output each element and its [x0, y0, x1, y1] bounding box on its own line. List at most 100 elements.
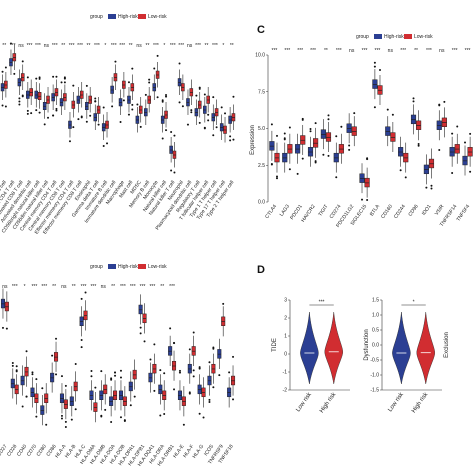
box-low-6-outlier: [55, 107, 58, 110]
box-high-3-outlier: [26, 76, 29, 79]
box-low-19-outlier: [192, 375, 195, 378]
box-low-9-outlier: [94, 386, 97, 389]
significance-label: ***: [90, 284, 96, 290]
box-high-19-outlier: [188, 348, 191, 351]
box-low-15-outlier: [131, 67, 134, 70]
box-low-0-outlier: [275, 134, 278, 137]
box-high-10-outlier: [100, 414, 103, 417]
box-high-12-outlier: [425, 186, 428, 189]
box-low-5-outlier: [340, 125, 343, 128]
box-low-15-outlier: [469, 132, 472, 135]
box-low-0-outlier: [275, 175, 278, 178]
panel-d-y-tick-label: 0.5: [372, 328, 379, 334]
significance-label: *: [24, 284, 26, 290]
panel-c-y-tick-label: 2.5: [258, 163, 265, 169]
significance-label: ***: [27, 43, 33, 49]
box-high-3-outlier: [309, 128, 312, 131]
box-high-12-outlier: [102, 106, 105, 109]
panel-d-y-tick-label: 0.0: [372, 343, 379, 349]
box-low-8-outlier: [378, 69, 381, 72]
box-high-3-outlier: [26, 112, 29, 115]
box-low-27-outlier: [232, 138, 235, 141]
box-high-11-outlier: [110, 377, 113, 380]
legend-low-label-c: Low-risk: [414, 34, 433, 40]
box-low-3-outlier: [35, 378, 38, 381]
box-high-1-outlier: [283, 132, 286, 135]
box-low-21-outlier: [212, 347, 215, 350]
box-high-27-outlier: [229, 135, 232, 138]
box-high-5-outlier: [51, 354, 54, 357]
box-high-16-outlier: [136, 103, 139, 106]
box-low-10-outlier: [89, 114, 92, 117]
box-high-7-outlier: [70, 418, 73, 421]
box-low-19-outlier: [192, 369, 195, 372]
significance-label: **: [160, 284, 164, 290]
box-low-24-outlier: [207, 113, 210, 116]
box-low-15-outlier: [131, 108, 134, 111]
box-high-3-outlier: [309, 130, 312, 133]
box-high-7-outlier: [361, 198, 364, 201]
box-high-4-outlier: [35, 109, 38, 112]
panel-d-x-tick-label: High risk: [319, 391, 338, 414]
box-high-26-outlier: [220, 106, 223, 109]
box-low-10-outlier: [104, 408, 107, 411]
legend-low-swatch-b: [138, 264, 146, 269]
box-high-25-outlier: [212, 134, 215, 137]
box-high-14-outlier: [451, 132, 454, 135]
box-low-11-outlier: [114, 374, 117, 377]
box-high-15-outlier: [127, 81, 130, 84]
significance-label: ***: [375, 48, 381, 54]
significance-label: ***: [120, 284, 126, 290]
x-tick-label: BTLA: [369, 203, 381, 217]
box-low-13-outlier: [114, 60, 117, 63]
significance-label: **: [72, 284, 76, 290]
panel-a: group High-risk Low-risk **Activated B c…: [0, 14, 235, 236]
box-low-1-outlier: [13, 72, 16, 75]
box-low-3-outlier: [35, 415, 38, 418]
box-high-14-outlier: [451, 172, 454, 175]
box-low-20-outlier: [202, 416, 205, 419]
panel-d-y-tick-label: -0.5: [370, 358, 379, 364]
significance-label: ***: [130, 284, 136, 290]
significance-label: ***: [362, 48, 368, 54]
significance-label: **: [324, 48, 328, 54]
violin-1: [324, 311, 343, 385]
violin-1: [416, 311, 435, 385]
box-high-13-outlier: [438, 103, 441, 106]
significance-label: **: [111, 284, 115, 290]
box-high-11-outlier: [94, 97, 97, 100]
panel-d-y-tick-label: 1.0: [372, 313, 379, 319]
box-high-20-outlier: [198, 367, 201, 370]
legend-low-swatch: [138, 14, 146, 19]
panel-d-y-tick-label: 0: [284, 352, 287, 358]
box-high-8-outlier: [80, 297, 83, 300]
box-low-6-outlier: [353, 112, 356, 115]
box-high-3-outlier: [26, 109, 29, 112]
box-high-15-outlier: [464, 141, 467, 144]
box-low-16-outlier: [163, 412, 166, 415]
box-high-5-outlier: [335, 176, 338, 179]
box-low-6-outlier: [64, 426, 67, 429]
box-low-17-outlier: [148, 81, 151, 84]
box-low-5-outlier: [55, 373, 58, 376]
box-low-5-outlier: [47, 116, 50, 119]
legend-high-label-c: High-risk: [384, 34, 404, 40]
box-high-11-outlier: [110, 420, 113, 423]
box-low-2-outlier: [25, 395, 28, 398]
legend-low-label: Low-risk: [148, 14, 167, 20]
x-tick-label: CD96: [407, 204, 419, 218]
panel-d-x-tick-label: Low risk: [387, 391, 405, 413]
significance-label: *: [222, 43, 224, 49]
box-high-9-outlier: [90, 375, 93, 378]
panel-c-legend: group High-risk Low-risk: [356, 34, 433, 40]
significance-label: ***: [284, 48, 290, 54]
box-low-21-outlier: [212, 386, 215, 389]
box-high-1-outlier: [11, 361, 14, 364]
box-low-22-outlier: [222, 302, 225, 305]
box-low-13-outlier: [443, 100, 446, 103]
box-low-14-outlier: [456, 125, 459, 128]
box-low-24-outlier: [207, 119, 210, 122]
box-high-24-outlier: [203, 93, 206, 96]
box-low-8-outlier: [72, 126, 75, 129]
panel-d-ylabel: Dysfunction: [364, 329, 370, 360]
